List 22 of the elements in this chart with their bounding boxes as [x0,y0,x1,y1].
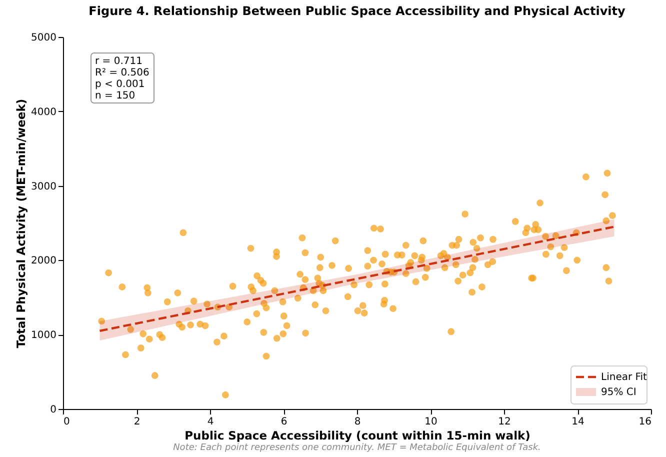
x-tick-label: 4 [207,416,214,428]
x-tick-label: 6 [280,416,288,428]
x-tick-label: 0 [64,416,70,428]
text: Note: Each point represents one community. MET = Metabolic Equivalent of Task. [173,443,541,453]
x-tick-label: 14 [572,416,584,428]
y-tick-label: 3000 [31,181,56,192]
chart-title: Figure 4. Relationship Between Public Space Accessibility and Physical Activity [88,4,626,18]
x-tick-label: 8 [354,416,361,428]
annotation: 95% CI [601,387,636,398]
y-tick-label: 0 [50,404,56,416]
y-tick-label: 4000 [31,106,56,118]
x-tick-label: 12 [498,416,511,428]
y-tick-label: 2000 [31,256,56,267]
y-axis-title: Total Physical Activity (MET-min/week) [14,98,28,348]
y-tick-label: 5000 [31,32,56,44]
x-tick-label: 10 [424,416,438,428]
x-tick-label: 16 [638,416,652,428]
annotation: r = 0.711 R² = 0.506 p < 0.001 n = 150 [95,56,150,102]
y-tick-label: 1000 [31,330,56,342]
x-axis-title: Public Space Accessibility (count within 15-min walk) [184,428,530,442]
legend-label: Linear Fit [601,372,648,383]
x-tick-label: 2 [134,416,140,428]
